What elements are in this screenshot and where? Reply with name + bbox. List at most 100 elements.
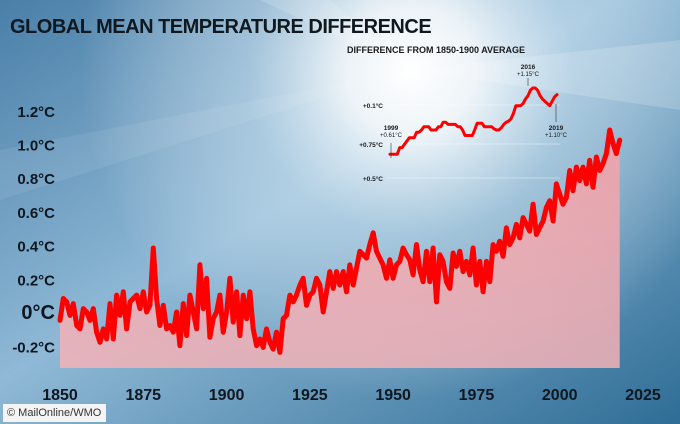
temperature-point — [529, 230, 531, 232]
inset-title: DIFFERENCE FROM 1850-1900 AVERAGE — [347, 45, 526, 55]
inset-point — [404, 143, 405, 145]
y-tick-label: 0°C — [21, 302, 55, 324]
temperature-point — [329, 271, 331, 273]
temperature-point — [132, 297, 134, 300]
inset-point — [428, 126, 430, 128]
temperature-point — [332, 287, 334, 289]
temperature-point — [216, 311, 218, 313]
y-tick-label: 0.2°C — [17, 272, 55, 289]
temperature-point — [619, 139, 621, 141]
temperature-point — [179, 345, 181, 347]
x-tick-label: 2000 — [542, 387, 578, 404]
temperature-point — [482, 291, 484, 293]
inset-point — [498, 129, 500, 131]
inset-point — [527, 95, 529, 97]
inset-point — [457, 126, 459, 128]
temperature-point — [595, 156, 598, 158]
inset-y-label: +0.5°C — [363, 175, 383, 183]
temperature-point — [545, 206, 548, 209]
x-tick-label: 1900 — [209, 387, 245, 404]
inset-y-label: +0.75°C — [359, 141, 383, 149]
temperature-point — [292, 301, 294, 303]
inset-point — [551, 100, 553, 102]
temperature-point — [236, 291, 238, 293]
temperature-point — [302, 277, 304, 279]
temperature-point — [86, 311, 88, 313]
inset-point — [442, 121, 444, 123]
temperature-point — [562, 203, 564, 205]
temperature-point — [242, 294, 244, 296]
temperature-point — [72, 303, 74, 305]
temperature-point — [475, 284, 477, 286]
inset-point — [396, 153, 398, 155]
inset-point — [430, 129, 432, 131]
temperature-point — [565, 196, 568, 198]
inset-point — [394, 153, 396, 155]
temperature-point — [69, 314, 71, 316]
temperature-point — [372, 232, 374, 234]
temperature-point — [362, 254, 364, 256]
inset-point — [452, 124, 454, 125]
inset-point — [454, 124, 456, 125]
temperature-point — [525, 223, 528, 225]
y-tick-label: 0.8°C — [17, 171, 55, 188]
temperature-point — [309, 294, 311, 296]
temperature-point — [345, 291, 348, 293]
inset-point — [488, 126, 490, 128]
inset-point — [542, 98, 543, 100]
y-tick-label: 1.2°C — [17, 104, 55, 121]
temperature-point — [229, 277, 231, 279]
inset-point — [481, 122, 483, 124]
temperature-point — [226, 311, 228, 313]
inset-point — [522, 103, 524, 104]
inset-point — [534, 87, 536, 89]
temperature-point — [459, 250, 461, 252]
inset-point — [447, 124, 449, 125]
temperature-point — [552, 220, 554, 222]
inset-y-label: +0.1°C — [363, 102, 383, 110]
temperature-point — [419, 269, 421, 271]
temperature-point — [365, 257, 368, 259]
temperature-point — [515, 223, 518, 225]
inset-point — [517, 105, 519, 107]
temperature-point — [246, 318, 248, 320]
inset-point — [515, 105, 517, 107]
temperature-point — [99, 341, 101, 343]
temperature-point — [112, 338, 114, 340]
temperature-point — [176, 311, 178, 313]
inset-point — [450, 124, 451, 125]
inset-point — [464, 135, 466, 136]
temperature-point — [492, 244, 494, 246]
temperature-point — [602, 163, 604, 165]
inset-point — [459, 126, 461, 128]
temperature-point — [439, 254, 441, 256]
source-credit: © MailOnline/WMO — [3, 404, 107, 422]
inset-point — [423, 126, 425, 128]
temperature-point — [186, 335, 188, 337]
inset-point — [500, 127, 502, 129]
temperature-point — [89, 319, 91, 321]
inset-point — [471, 135, 473, 136]
temperature-point — [575, 166, 578, 168]
temperature-point — [412, 274, 414, 276]
temperature-point — [66, 301, 68, 303]
temperature-point — [156, 297, 158, 300]
temperature-point — [375, 250, 378, 252]
temperature-point — [425, 250, 428, 252]
temperature-point — [389, 259, 391, 261]
x-tick-label: 1950 — [375, 387, 411, 404]
inset-annotation-value: +1.10°C — [545, 133, 568, 139]
temperature-point — [495, 250, 497, 252]
temperature-point — [465, 260, 467, 262]
inset-point — [433, 129, 434, 131]
temperature-point — [139, 308, 141, 310]
inset-point — [389, 153, 391, 155]
temperature-point — [612, 142, 614, 145]
temperature-point — [169, 324, 171, 327]
temperature-point — [196, 328, 198, 330]
temperature-point — [212, 318, 214, 320]
temperature-point — [289, 294, 291, 296]
temperature-point — [295, 294, 298, 296]
temperature-point — [409, 259, 411, 261]
